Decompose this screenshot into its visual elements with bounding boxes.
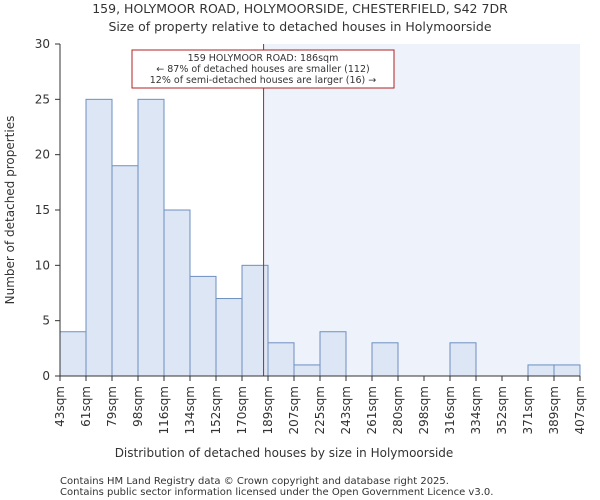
bar-98sqm — [137, 98, 165, 377]
x-tick-label-170sqm: 170sqm — [235, 386, 249, 434]
x-tick-label-225sqm: 225sqm — [313, 386, 327, 434]
bar-79sqm — [111, 165, 139, 377]
bar-371sqm — [527, 364, 555, 377]
annotation-box: 159 HOLYMOOR ROAD: 186sqm ← 87% of detac… — [131, 49, 395, 89]
footer-line-1: Contains HM Land Registry data © Crown c… — [60, 476, 449, 487]
y-tick-label-20: 20 — [35, 148, 50, 162]
x-tick-label-189sqm: 189sqm — [261, 386, 275, 434]
x-axis-label: Distribution of detached houses by size … — [115, 446, 454, 460]
x-tick-label-134sqm: 134sqm — [183, 386, 197, 434]
bar-207sqm — [293, 364, 321, 377]
y-tick-label-30: 30 — [35, 37, 50, 51]
annotation-line-1: 159 HOLYMOOR ROAD: 186sqm — [188, 53, 339, 64]
y-tick-label-15: 15 — [35, 203, 50, 217]
x-tick-label-98sqm: 98sqm — [131, 386, 145, 427]
bar-43sqm — [59, 331, 87, 377]
x-tick-label-316sqm: 316sqm — [443, 386, 457, 434]
x-tick-label-389sqm: 389sqm — [547, 386, 561, 434]
bar-225sqm — [319, 331, 347, 377]
annotation-frame — [131, 49, 395, 89]
bar-61sqm — [85, 98, 113, 377]
y-tick-label-10: 10 — [35, 258, 50, 272]
x-tick-label-352sqm: 352sqm — [495, 386, 509, 434]
annotation-line-3: 12% of semi-detached houses are larger (… — [150, 75, 377, 86]
bar-316sqm — [449, 342, 477, 377]
x-tick-label-116sqm: 116sqm — [157, 386, 171, 434]
bar-116sqm — [163, 209, 191, 377]
bar-152sqm — [215, 298, 243, 377]
y-tick-label-0: 0 — [42, 369, 50, 383]
y-tick-label-5: 5 — [42, 314, 50, 328]
y-tick-label-25: 25 — [35, 92, 50, 106]
x-tick-label-298sqm: 298sqm — [417, 386, 431, 434]
x-tick-label-407sqm: 407sqm — [573, 386, 587, 434]
x-tick-label-79sqm: 79sqm — [105, 386, 119, 427]
x-tick-label-334sqm: 334sqm — [469, 386, 483, 434]
bar-134sqm — [189, 275, 217, 377]
larger-than-property-region — [263, 44, 580, 376]
x-tick-label-371sqm: 371sqm — [521, 386, 535, 434]
chart-subtitle: Size of property relative to detached ho… — [108, 19, 491, 34]
bar-189sqm — [267, 342, 295, 377]
x-tick-label-152sqm: 152sqm — [209, 386, 223, 434]
bar-389sqm — [553, 364, 581, 377]
x-tick-label-280sqm: 280sqm — [391, 386, 405, 434]
footer-line-2: Contains public sector information licen… — [60, 487, 493, 498]
y-axis-label: Number of detached properties — [3, 116, 17, 305]
x-tick-label-61sqm: 61sqm — [79, 386, 93, 427]
bar-170sqm — [241, 264, 269, 377]
x-tick-label-43sqm: 43sqm — [53, 386, 67, 427]
bar-261sqm — [371, 342, 399, 377]
annotation-line-2: ← 87% of detached houses are smaller (11… — [156, 64, 369, 75]
chart-title: 159, HOLYMOOR ROAD, HOLYMOORSIDE, CHESTE… — [92, 1, 508, 16]
x-tick-label-261sqm: 261sqm — [365, 386, 379, 434]
x-tick-label-243sqm: 243sqm — [339, 386, 353, 434]
x-tick-label-207sqm: 207sqm — [287, 386, 301, 434]
